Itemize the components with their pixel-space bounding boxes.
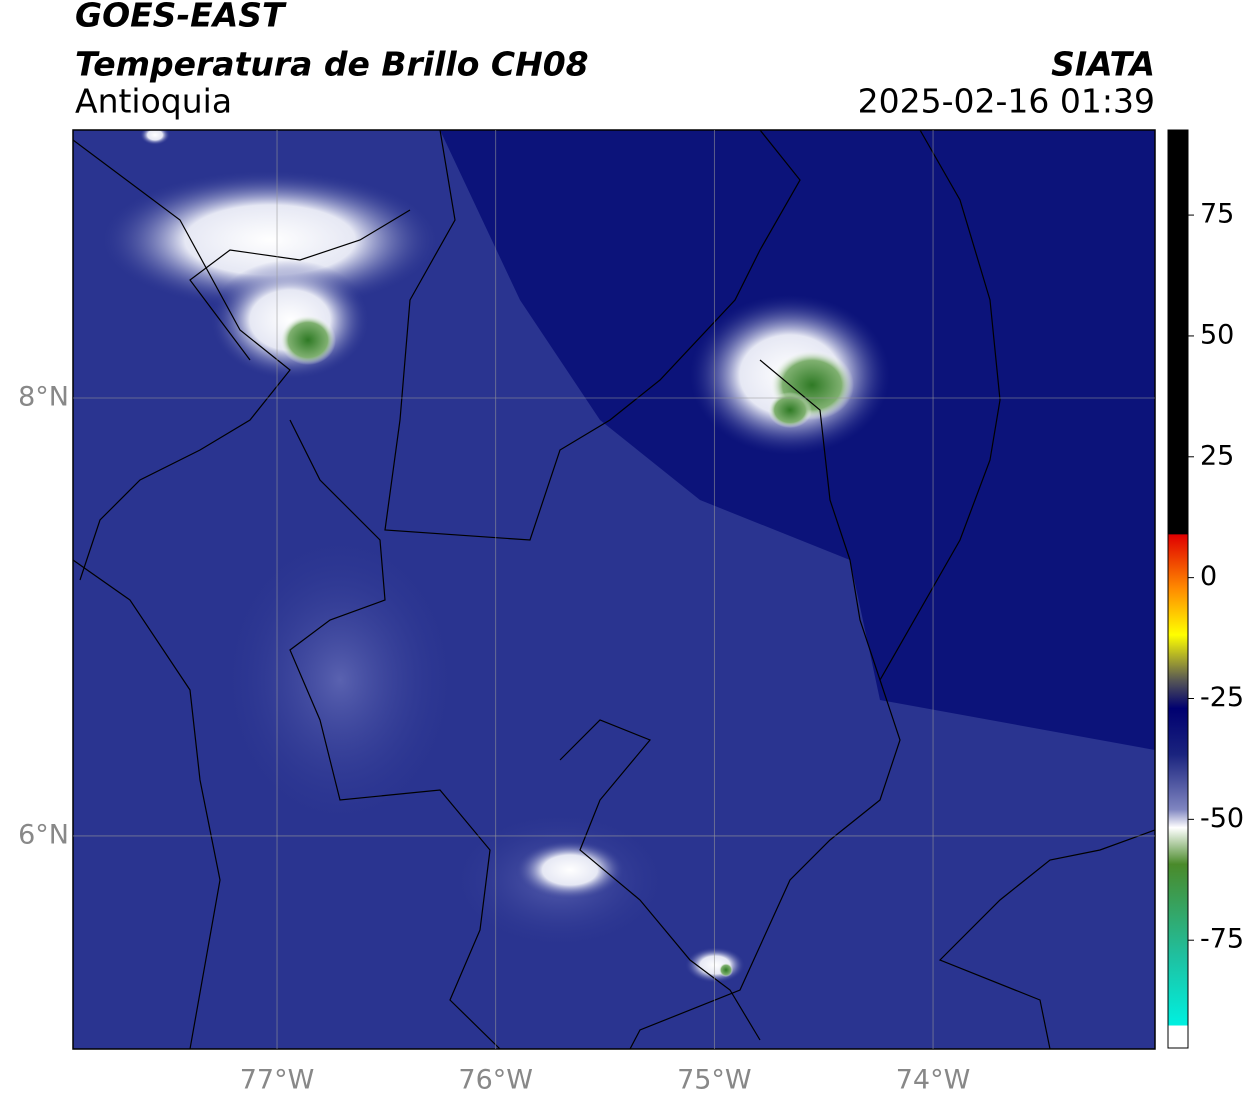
- x-tick-label: 76°W: [458, 1065, 533, 1096]
- colorbar-tick-label: 75: [1200, 199, 1234, 230]
- title: GOES-EAST: [75, 0, 287, 35]
- x-tick-label: 75°W: [677, 1065, 752, 1096]
- subtitle: Temperatura de Brillo CH08: [75, 45, 589, 84]
- source: SIATA: [1051, 45, 1155, 84]
- datetime: 2025-02-16 01:39: [858, 82, 1155, 121]
- map-frame: [72, 129, 1156, 1050]
- colorbar-tick-label: -50: [1200, 803, 1244, 834]
- colorbar-tick-label: -75: [1200, 924, 1244, 955]
- colorbar-tick-label: 0: [1200, 561, 1217, 592]
- map-image: [73, 130, 1155, 1049]
- colorbar-tick-label: -25: [1200, 682, 1244, 713]
- y-tick-label: 6°N: [18, 819, 69, 850]
- region: Antioquia: [75, 82, 232, 121]
- x-tick-label: 77°W: [240, 1065, 315, 1096]
- x-tick-label: 74°W: [896, 1065, 971, 1096]
- colorbar-tick-label: 50: [1200, 319, 1234, 350]
- colorbar-tick-label: 25: [1200, 440, 1234, 471]
- y-tick-label: 8°N: [18, 382, 69, 413]
- colorbar: [1167, 129, 1189, 1049]
